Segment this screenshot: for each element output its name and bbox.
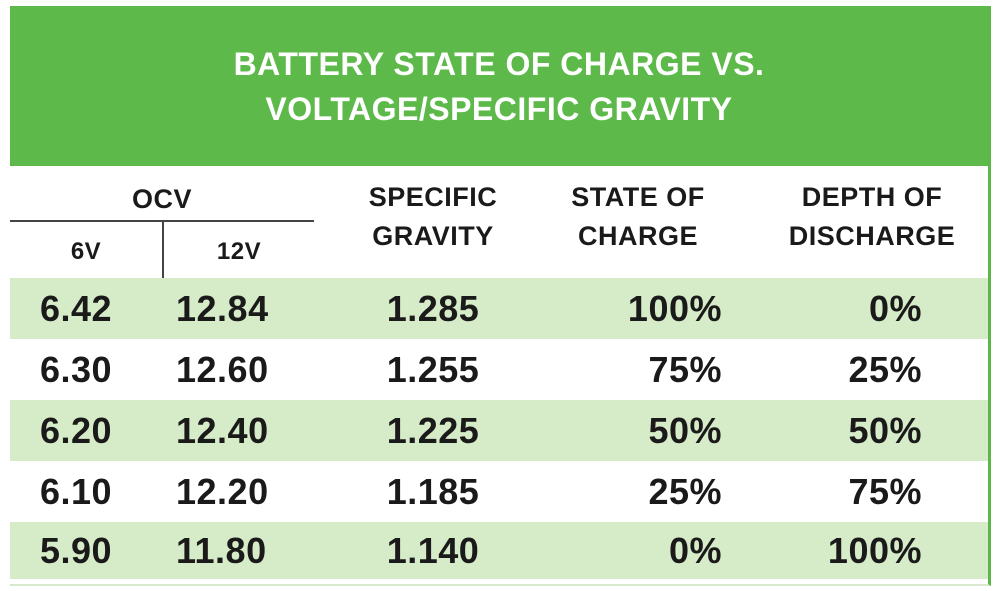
ocv-divider bbox=[10, 220, 314, 222]
table-row: 6.10 12.20 1.185 25% 75% bbox=[10, 461, 988, 522]
cell-state-of-charge: 100% bbox=[627, 287, 722, 329]
cell-specific-gravity: 1.255 bbox=[386, 348, 480, 390]
ocv-column-divider bbox=[162, 222, 164, 278]
table-header: OCV 6V 12V SPECIFIC GRAVITY STATE OF CHA… bbox=[10, 166, 988, 278]
cell-state-of-charge: 0% bbox=[668, 529, 722, 571]
cell-12v: 12.20 bbox=[176, 470, 269, 512]
cell-12v: 12.84 bbox=[176, 287, 269, 329]
table-row: 6.30 12.60 1.255 75% 25% bbox=[10, 339, 988, 400]
table-row: 5.90 11.80 1.140 0% 100% bbox=[10, 522, 988, 579]
cell-12v: 12.40 bbox=[176, 409, 269, 451]
cell-12v: 12.60 bbox=[176, 348, 269, 390]
cell-6v: 6.10 bbox=[40, 470, 113, 512]
header-state-of-charge: STATE OF CHARGE bbox=[571, 182, 705, 251]
cell-depth-of-discharge: 0% bbox=[868, 287, 922, 329]
cell-6v: 6.30 bbox=[40, 348, 113, 390]
cell-specific-gravity: 1.140 bbox=[386, 529, 480, 571]
cell-12v: 11.80 bbox=[176, 529, 267, 571]
cell-specific-gravity: 1.225 bbox=[386, 409, 480, 451]
cell-6v: 5.90 bbox=[40, 529, 113, 571]
cell-depth-of-discharge: 50% bbox=[848, 409, 922, 451]
title-band: BATTERY STATE OF CHARGE VS. VOLTAGE/SPEC… bbox=[10, 6, 988, 166]
cell-state-of-charge: 50% bbox=[648, 409, 722, 451]
table-title: BATTERY STATE OF CHARGE VS. VOLTAGE/SPEC… bbox=[233, 46, 765, 127]
battery-table-card: BATTERY STATE OF CHARGE VS. VOLTAGE/SPEC… bbox=[10, 6, 991, 586]
cell-state-of-charge: 75% bbox=[648, 348, 722, 390]
header-6v: 6V bbox=[70, 238, 102, 265]
cell-depth-of-discharge: 100% bbox=[827, 529, 922, 571]
table-row: 6.42 12.84 1.285 100% 0% bbox=[10, 278, 988, 339]
cell-6v: 6.42 bbox=[40, 287, 113, 329]
cell-state-of-charge: 25% bbox=[648, 470, 722, 512]
cell-6v: 6.20 bbox=[40, 409, 113, 451]
header-depth-of-discharge: DEPTH OF DISCHARGE bbox=[788, 182, 956, 251]
ocv-header: OCV bbox=[131, 184, 192, 214]
header-12v: 12V bbox=[216, 238, 262, 265]
cell-specific-gravity: 1.285 bbox=[386, 287, 480, 329]
cell-specific-gravity: 1.185 bbox=[386, 470, 480, 512]
cell-depth-of-discharge: 25% bbox=[848, 348, 922, 390]
header-specific-gravity: SPECIFIC GRAVITY bbox=[368, 182, 498, 251]
table-body: 6.42 12.84 1.285 100% 0% 6.30 12.60 1.25… bbox=[10, 278, 988, 579]
cell-depth-of-discharge: 75% bbox=[848, 470, 922, 512]
table-row: 6.20 12.40 1.225 50% 50% bbox=[10, 400, 988, 461]
